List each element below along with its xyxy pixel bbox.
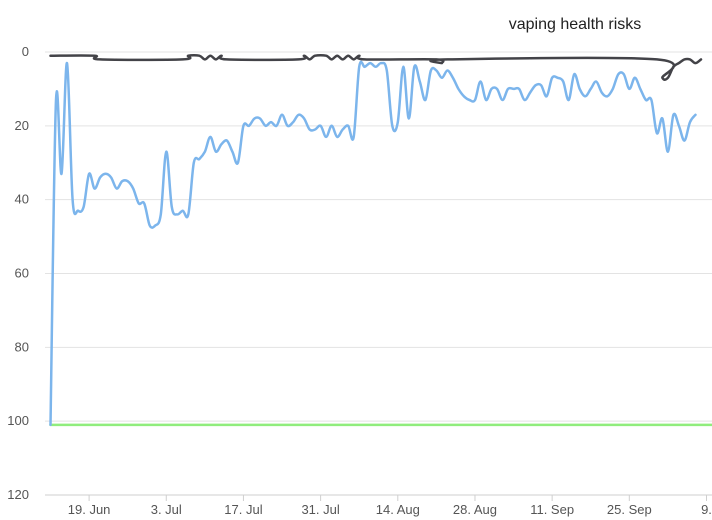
x-tick-label: 17. Jul xyxy=(224,502,262,517)
y-tick-label: 120 xyxy=(7,487,29,502)
y-tick-label: 80 xyxy=(15,339,29,354)
y-axis-tick-labels: 0 20 40 60 80 100 120 xyxy=(7,44,29,502)
x-tick-label: 31. Jul xyxy=(301,502,339,517)
x-tick-label: 28. Aug xyxy=(453,502,497,517)
series-lines xyxy=(49,54,712,427)
series-line-1 xyxy=(49,60,697,427)
series-line-2 xyxy=(49,54,703,81)
y-tick-label: 0 xyxy=(22,44,29,59)
y-tick-label: 60 xyxy=(15,266,29,281)
y-tick-label: 40 xyxy=(15,192,29,207)
x-tick-label: 14. Aug xyxy=(376,502,420,517)
x-tick-label: 3. Jul xyxy=(151,502,182,517)
x-tick-label: 25. Sep xyxy=(607,502,652,517)
y-tick-label: 20 xyxy=(15,118,29,133)
x-tick-label: 11. Sep xyxy=(530,502,574,517)
gridlines xyxy=(45,51,712,422)
x-tick-label: 9. xyxy=(701,502,712,517)
x-axis: 19. Jun 3. Jul 17. Jul 31. Jul 14. Aug 28. Au… xyxy=(45,494,712,517)
chart-title: vaping health risks xyxy=(509,16,642,33)
x-tick-label: 19. Jun xyxy=(68,502,111,517)
y-tick-label: 100 xyxy=(7,413,29,428)
